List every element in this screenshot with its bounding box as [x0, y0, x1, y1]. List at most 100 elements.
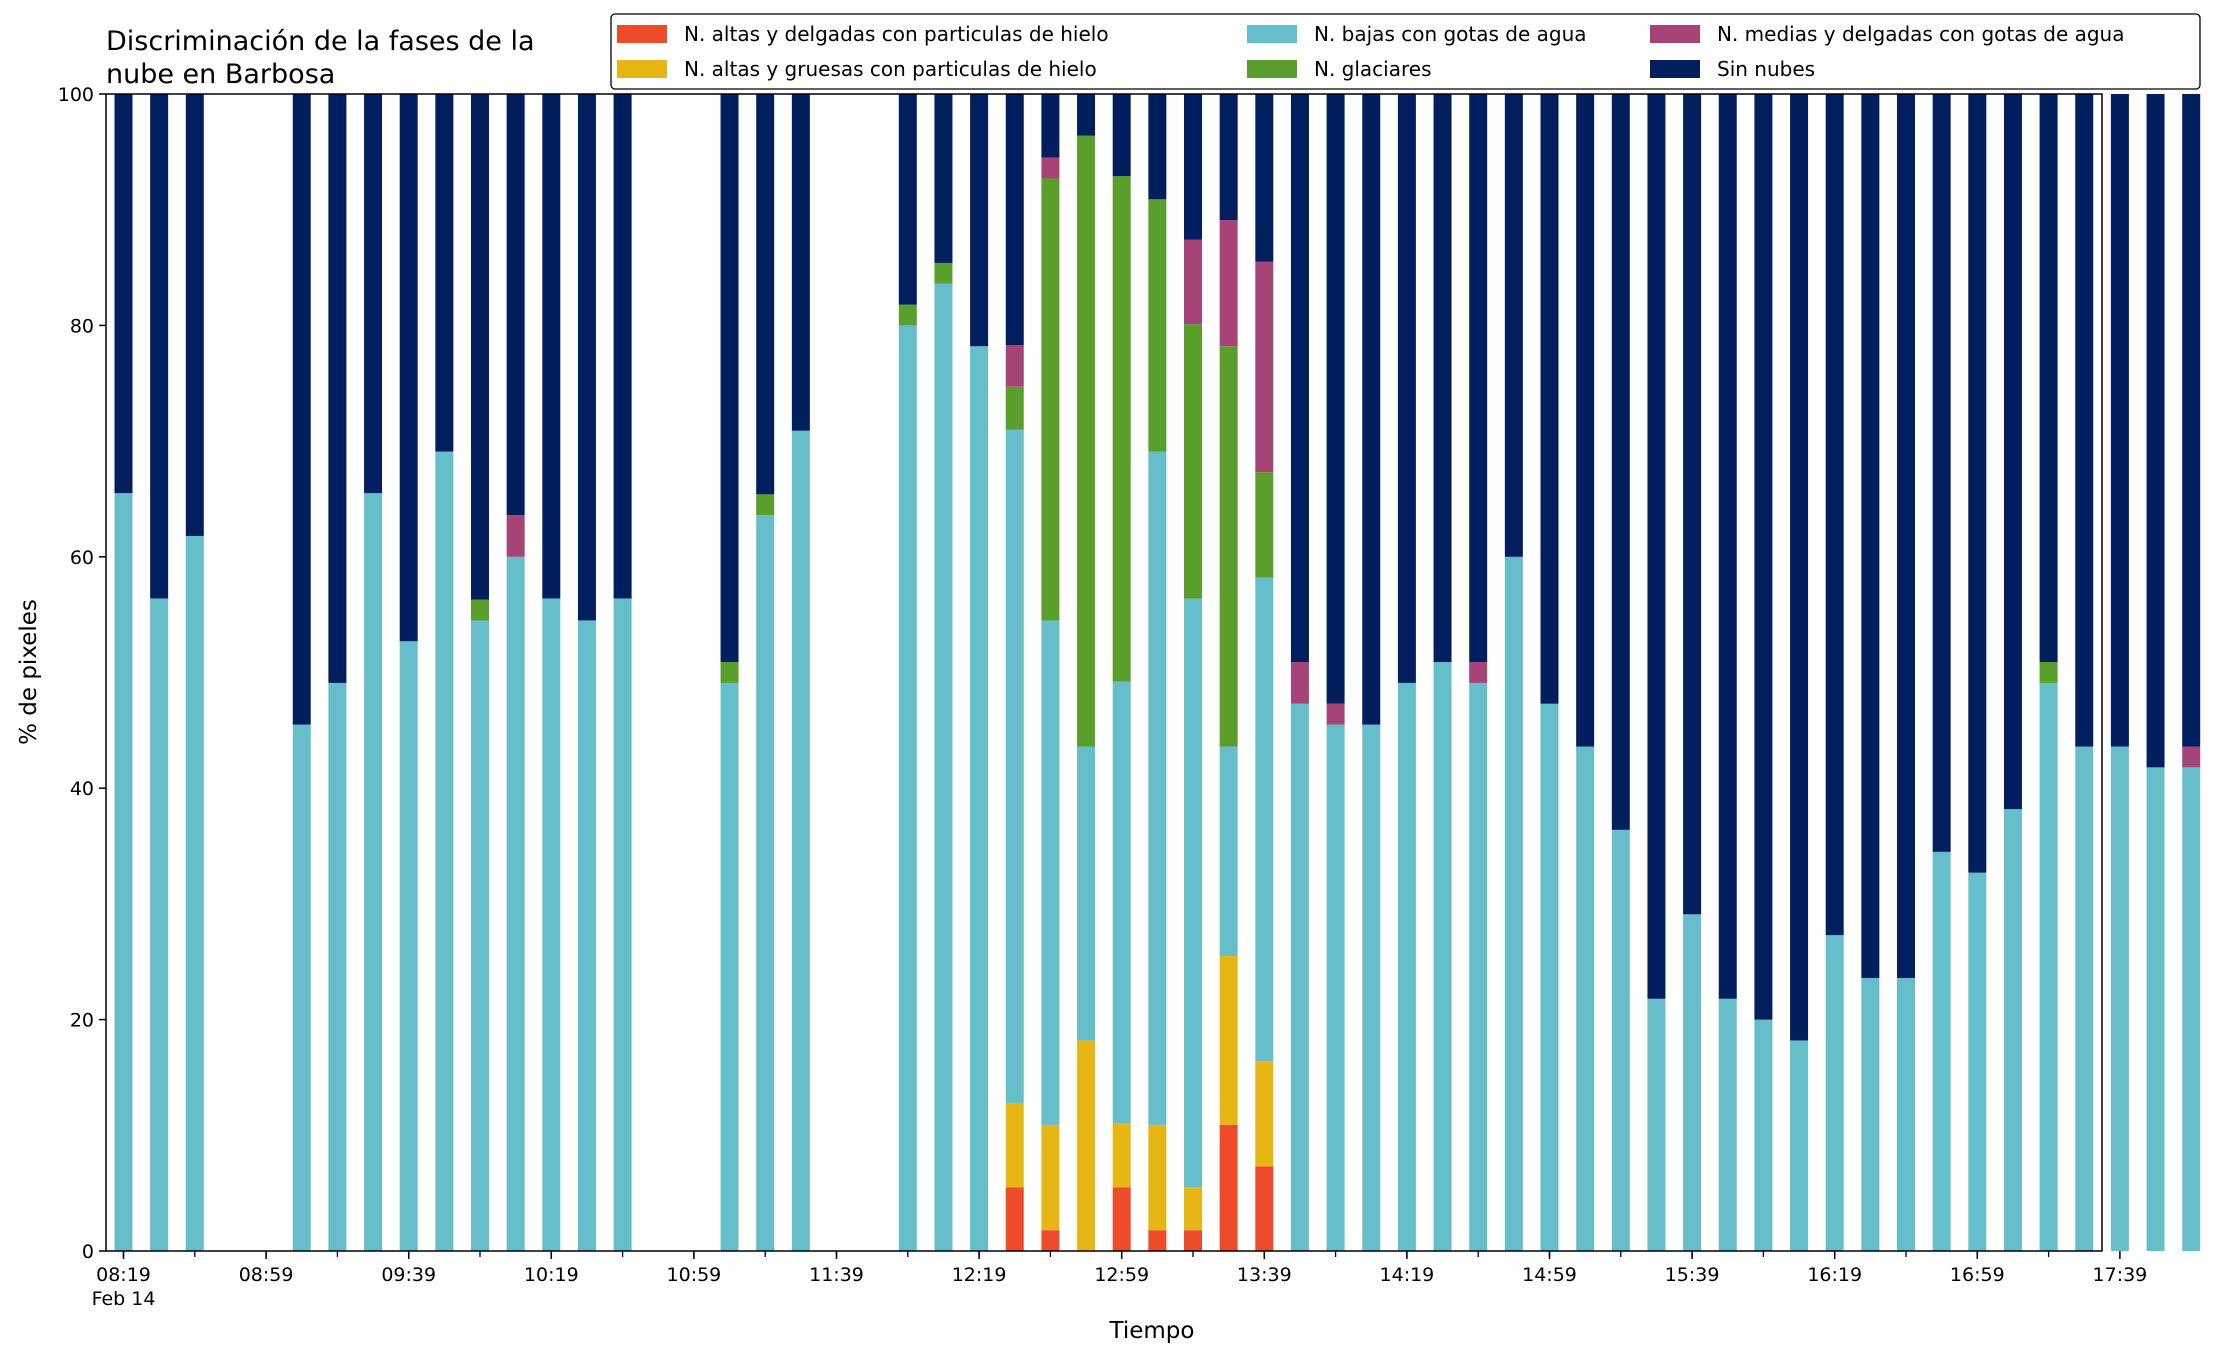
bar-segment-6-2 — [328, 682, 347, 1251]
bar-segment-22-5 — [898, 94, 917, 305]
legend-label-4: N. medias y delgadas con gotas de agua — [1717, 22, 2125, 46]
bar-segment-30-5 — [1184, 94, 1202, 240]
legend-label-3: N. glaciares — [1314, 57, 1432, 81]
bar-segment-30-0 — [1184, 1230, 1202, 1251]
bar-segment-37-5 — [1433, 94, 1452, 663]
bar-segment-45-2 — [1718, 998, 1737, 1251]
bar-segment-0-5 — [114, 94, 133, 494]
bar-segment-54-3 — [2039, 662, 2058, 683]
bar-segment-39-2 — [1504, 556, 1523, 1251]
bar-segment-31-1 — [1219, 955, 1238, 1125]
bar-segment-31-4 — [1219, 220, 1238, 347]
bar-segment-36-5 — [1397, 94, 1416, 683]
y-tick-label-1: 20 — [70, 1010, 94, 1032]
bar-segment-55-2 — [2075, 746, 2094, 1251]
x-tick-date-label: Feb 14 — [92, 1288, 156, 1310]
bar-segment-10-3 — [471, 599, 489, 621]
bar-segment-25-2 — [1005, 429, 1024, 1103]
bar-segment-22-2 — [898, 325, 917, 1251]
bar-segment-8-5 — [399, 94, 418, 642]
bar-segment-27-1 — [1077, 1040, 1096, 1251]
bar-segment-25-1 — [1005, 1102, 1024, 1188]
bar-segment-29-3 — [1148, 199, 1167, 452]
legend-swatch-3 — [1247, 60, 1297, 78]
bar-segment-26-4 — [1041, 157, 1060, 179]
bar-segment-43-5 — [1647, 94, 1666, 999]
bar-segment-30-4 — [1184, 239, 1202, 325]
x-tick-label-13: 16:59 — [1950, 1264, 2005, 1286]
bar-segment-2-5 — [185, 94, 204, 536]
bar-segment-51-5 — [1932, 94, 1951, 852]
x-tick-label-10: 14:59 — [1522, 1264, 1577, 1286]
bar-segment-44-5 — [1683, 94, 1702, 915]
x-tick-label-7: 12:59 — [1094, 1264, 1149, 1286]
bar-segment-9-5 — [435, 94, 454, 452]
bar-segment-17-3 — [720, 662, 739, 683]
bar-segment-31-0 — [1219, 1124, 1238, 1251]
y-tick-label-0: 0 — [82, 1241, 94, 1263]
bar-segment-30-1 — [1184, 1187, 1202, 1231]
x-tick-label-1: 08:59 — [239, 1264, 294, 1286]
bar-segment-32-3 — [1255, 472, 1274, 578]
bar-segment-35-5 — [1362, 94, 1381, 725]
bar-segment-25-5 — [1005, 94, 1024, 346]
bar-segment-11-2 — [506, 556, 525, 1251]
x-tick-label-14: 17:39 — [2093, 1264, 2148, 1286]
bar-segment-17-5 — [720, 94, 739, 663]
bar-segment-57-5 — [2146, 94, 2165, 768]
x-tick-label-0: 08:19 — [96, 1264, 151, 1286]
bar-segment-43-2 — [1647, 998, 1666, 1251]
bar-segment-31-3 — [1219, 346, 1238, 747]
bar-segment-1-2 — [150, 598, 169, 1251]
bar-segment-9-2 — [435, 451, 454, 1251]
bar-segment-53-2 — [2003, 809, 2022, 1251]
bar-segment-26-2 — [1041, 620, 1060, 1125]
bar-segment-57-2 — [2146, 767, 2165, 1251]
bar-segment-18-3 — [756, 494, 775, 516]
bar-segment-30-3 — [1184, 324, 1202, 599]
bar-segment-12-2 — [542, 598, 561, 1251]
bar-segment-19-5 — [791, 94, 810, 431]
y-tick-label-4: 80 — [70, 315, 94, 337]
legend-swatch-2 — [1247, 25, 1297, 43]
bar-segment-26-1 — [1041, 1124, 1060, 1231]
bar-segment-31-2 — [1219, 746, 1238, 956]
bar-segment-38-2 — [1469, 682, 1488, 1251]
legend-label-2: N. bajas con gotas de agua — [1314, 22, 1587, 46]
x-tick-label-2: 09:39 — [381, 1264, 436, 1286]
bar-segment-46-2 — [1754, 1019, 1773, 1251]
bar-segment-0-2 — [114, 493, 133, 1251]
bar-segment-51-2 — [1932, 851, 1951, 1251]
bar-segment-27-5 — [1077, 94, 1096, 136]
bar-segment-10-5 — [471, 94, 489, 600]
x-axis: 08:19 08:59 09:39 10:19 10:59 11:39 12:19 12:59… — [92, 1251, 2148, 1310]
bar-segment-11-4 — [506, 515, 525, 557]
bar-segment-29-2 — [1148, 451, 1167, 1125]
bar-segment-12-5 — [542, 94, 561, 599]
x-tick-label-6: 12:19 — [952, 1264, 1007, 1286]
bar-segment-42-5 — [1611, 94, 1630, 830]
bar-segment-2-2 — [185, 535, 204, 1251]
bar-segment-41-2 — [1576, 746, 1595, 1251]
x-tick-label-5: 11:39 — [809, 1264, 864, 1286]
bar-segment-5-2 — [292, 724, 311, 1251]
bar-segment-13-5 — [577, 94, 596, 621]
legend-label-0: N. altas y delgadas con particulas de hi… — [684, 22, 1109, 46]
plot-frame — [105, 93, 2103, 1252]
x-axis-label: Tiempo — [1109, 1318, 1195, 1344]
x-tick-label-9: 14:19 — [1380, 1264, 1435, 1286]
bar-segment-23-2 — [934, 283, 953, 1251]
bar-segment-45-5 — [1718, 94, 1737, 999]
bar-segment-29-0 — [1148, 1230, 1167, 1251]
bar-segment-25-0 — [1005, 1187, 1024, 1251]
bar-segment-26-5 — [1041, 94, 1060, 158]
bar-segment-38-5 — [1469, 94, 1488, 663]
bar-segment-14-5 — [613, 94, 632, 599]
bar-segment-40-2 — [1540, 703, 1559, 1251]
bar-segment-54-2 — [2039, 682, 2058, 1251]
bar-segment-34-2 — [1326, 724, 1345, 1251]
bar-segment-24-5 — [970, 94, 989, 347]
bar-segment-8-2 — [399, 641, 418, 1251]
bar-segment-36-2 — [1397, 682, 1416, 1251]
